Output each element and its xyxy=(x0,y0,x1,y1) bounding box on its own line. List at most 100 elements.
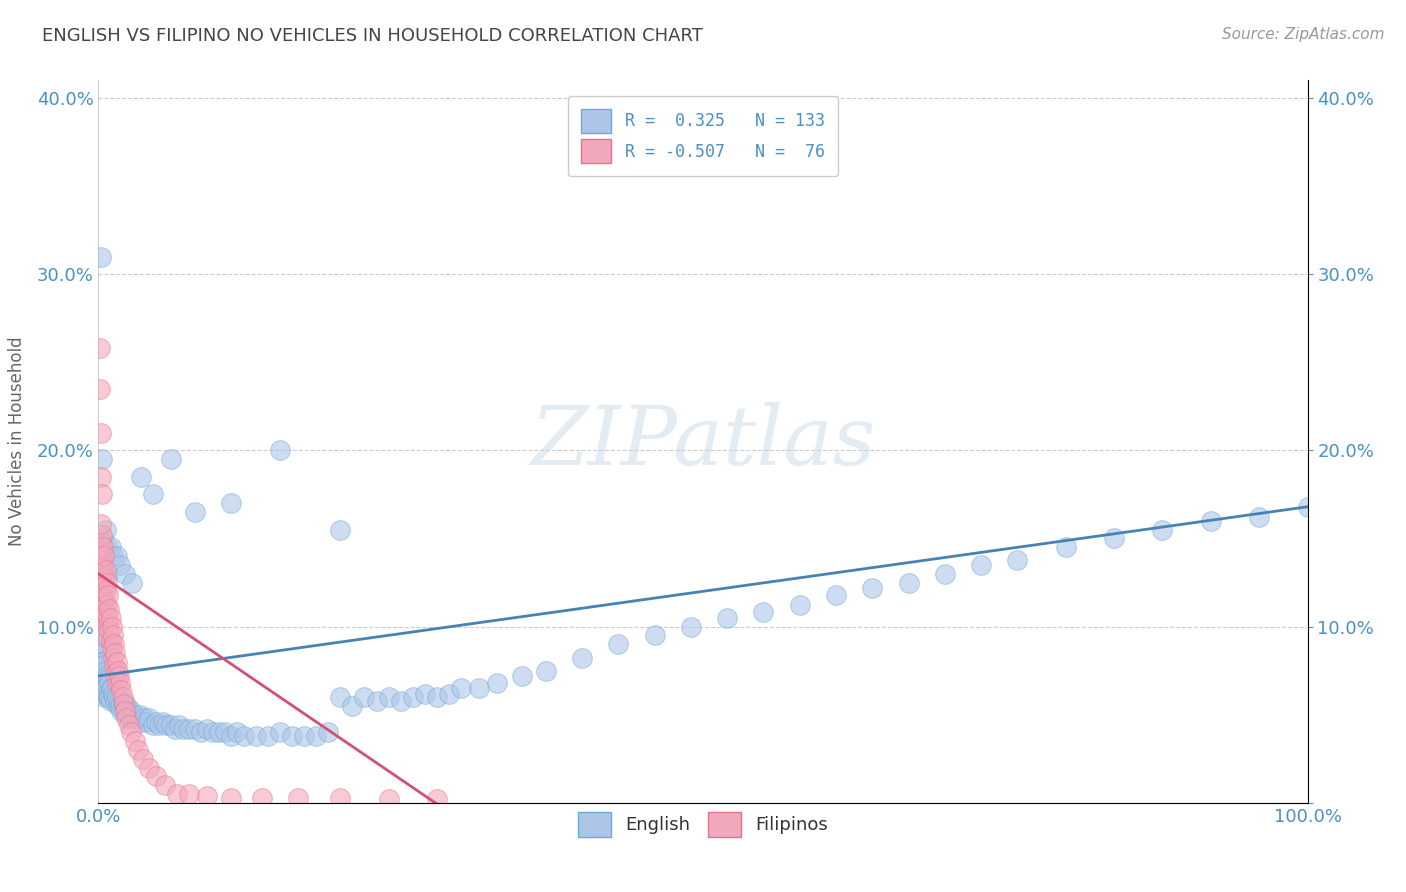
Point xyxy=(104,667,127,681)
Point xyxy=(1249,510,1271,524)
Text: Source: ZipAtlas.com: Source: ZipAtlas.com xyxy=(1222,27,1385,42)
Point xyxy=(89,628,111,642)
Point xyxy=(226,725,249,739)
Point xyxy=(128,707,150,722)
Point xyxy=(93,593,115,607)
Point xyxy=(316,725,339,739)
Point xyxy=(105,655,128,669)
Point xyxy=(105,690,128,704)
Point xyxy=(486,676,509,690)
Point xyxy=(184,722,207,736)
Point xyxy=(91,541,114,555)
Point xyxy=(91,532,114,546)
Point xyxy=(97,588,120,602)
Point xyxy=(970,558,993,572)
Point xyxy=(115,707,138,722)
Point xyxy=(127,711,149,725)
Point xyxy=(353,690,375,704)
Point xyxy=(342,698,364,713)
Point xyxy=(96,599,118,613)
Point xyxy=(89,382,111,396)
Point xyxy=(90,552,112,566)
Point xyxy=(89,575,111,590)
Point xyxy=(214,725,236,739)
Point xyxy=(1199,514,1222,528)
Point xyxy=(97,566,120,581)
Legend: English, Filipinos: English, Filipinos xyxy=(571,805,835,845)
Point xyxy=(134,711,156,725)
Point xyxy=(117,698,139,713)
Point xyxy=(752,606,775,620)
Point xyxy=(91,566,114,581)
Point xyxy=(208,725,231,739)
Point xyxy=(114,566,136,581)
Point xyxy=(124,734,146,748)
Point xyxy=(860,581,883,595)
Point xyxy=(115,711,138,725)
Point xyxy=(121,575,143,590)
Point xyxy=(89,558,111,572)
Point xyxy=(90,637,112,651)
Point xyxy=(91,588,114,602)
Point xyxy=(89,593,111,607)
Point xyxy=(281,729,304,743)
Point xyxy=(221,729,243,743)
Point xyxy=(195,789,218,803)
Point xyxy=(132,752,155,766)
Point xyxy=(91,669,114,683)
Point xyxy=(100,681,122,696)
Point xyxy=(679,619,702,633)
Point xyxy=(366,693,388,707)
Point xyxy=(101,651,124,665)
Point xyxy=(97,632,120,646)
Point xyxy=(1152,523,1174,537)
Point xyxy=(91,487,114,501)
Point xyxy=(534,664,557,678)
Point xyxy=(97,673,120,687)
Point xyxy=(91,584,114,599)
Point xyxy=(104,646,127,660)
Point xyxy=(138,760,160,774)
Point xyxy=(716,611,738,625)
Point xyxy=(221,790,243,805)
Point xyxy=(155,718,177,732)
Point xyxy=(402,690,425,704)
Point xyxy=(142,487,165,501)
Point xyxy=(1054,541,1077,555)
Point xyxy=(107,698,129,713)
Point xyxy=(269,725,291,739)
Point xyxy=(245,729,267,743)
Point xyxy=(89,655,111,669)
Point xyxy=(426,792,449,806)
Point xyxy=(118,707,141,722)
Point xyxy=(118,718,141,732)
Point xyxy=(153,778,176,792)
Point xyxy=(377,792,399,806)
Point xyxy=(934,566,956,581)
Point xyxy=(172,722,194,736)
Point xyxy=(129,470,152,484)
Point xyxy=(135,714,157,729)
Point xyxy=(103,637,125,651)
Point xyxy=(90,250,112,264)
Point xyxy=(110,704,132,718)
Point xyxy=(90,425,112,440)
Point xyxy=(644,628,666,642)
Point xyxy=(1102,532,1125,546)
Point xyxy=(100,619,122,633)
Point xyxy=(91,602,114,616)
Point xyxy=(468,681,491,696)
Point xyxy=(94,563,117,577)
Point xyxy=(90,517,112,532)
Point xyxy=(94,584,117,599)
Point xyxy=(179,787,201,801)
Point xyxy=(93,658,115,673)
Point xyxy=(93,602,115,616)
Point xyxy=(91,646,114,660)
Point xyxy=(103,658,125,673)
Point xyxy=(195,722,218,736)
Point xyxy=(91,528,114,542)
Point xyxy=(450,681,472,696)
Point xyxy=(131,714,153,729)
Point xyxy=(90,535,112,549)
